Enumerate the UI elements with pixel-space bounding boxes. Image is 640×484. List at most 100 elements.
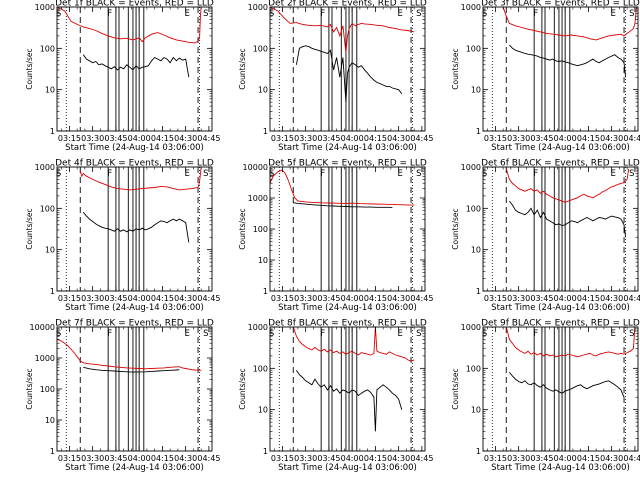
x-tick-label: 03:15	[58, 134, 81, 143]
x-tick-label: 03:30	[507, 134, 530, 143]
events-series-line	[82, 212, 190, 243]
y-tick-label: 1000	[35, 163, 55, 172]
x-tick-label: 03:30	[507, 294, 530, 303]
x-tick-label: 03:30	[81, 454, 104, 463]
mode-letter: S	[416, 329, 421, 339]
x-tick-label: 04:15	[151, 454, 174, 463]
mode-letter: S	[56, 169, 61, 179]
y-tick-label: 10	[45, 86, 55, 95]
y-tick-label: 100	[40, 385, 55, 394]
y-tick-label: 1000	[35, 354, 55, 363]
mode-letter: F	[533, 169, 538, 179]
axes-frame	[269, 326, 426, 452]
x-tick-label: 04:15	[151, 134, 174, 143]
events-series-line	[509, 200, 627, 238]
x-tick-label: 04:15	[364, 134, 387, 143]
y-tick-label: 1	[263, 287, 268, 296]
x-axis-label: Start Time (24-Aug-14 03:06:00)	[491, 143, 630, 153]
panel-1: Det 1f BLACK = Events, RED = LLD 1 10 100 10…	[25, 0, 220, 153]
x-tick-label: 03:30	[294, 134, 317, 143]
lld-series-line	[502, 7, 637, 41]
x-tick-label: 04:45	[410, 134, 433, 143]
panel-title: Det 6f BLACK = Events, RED = LLD	[481, 159, 640, 169]
x-tick-label: 03:45	[317, 134, 340, 143]
x-tick-label: 03:15	[58, 294, 81, 303]
lld-series-line	[270, 7, 415, 53]
x-axis-label: Start Time (24-Aug-14 03:06:00)	[65, 143, 204, 153]
x-tick-label: 04:30	[387, 294, 410, 303]
y-tick-label: 1000	[35, 3, 55, 12]
y-axis-label: Counts/sec	[238, 368, 247, 409]
mode-letter: E	[611, 9, 616, 19]
x-tick-label: 03:15	[271, 294, 294, 303]
y-axis-label: Counts/sec	[25, 368, 34, 409]
events-series-line	[296, 369, 403, 432]
mode-letter: F	[107, 9, 112, 19]
panel-8: Det 8f BLACK = Events, RED = LLD 1 10 100 10…	[238, 319, 433, 474]
x-tick-label: 03:15	[484, 134, 507, 143]
mode-letter: E	[398, 169, 403, 179]
y-tick-label: 100	[466, 204, 481, 213]
axes-frame	[56, 6, 213, 132]
x-tick-label: 04:00	[128, 454, 151, 463]
y-tick-label: 10000	[30, 323, 55, 332]
x-tick-label: 04:45	[623, 454, 640, 463]
x-axis-label: Start Time (24-Aug-14 03:06:00)	[278, 303, 417, 313]
x-tick-label: 03:45	[317, 454, 340, 463]
x-axis-label: Start Time (24-Aug-14 03:06:00)	[278, 143, 417, 153]
mode-letter: E	[185, 329, 190, 339]
y-tick-label: 10	[471, 406, 481, 415]
y-tick-label: 1	[263, 127, 268, 136]
x-tick-label: 04:30	[600, 134, 623, 143]
events-series-line	[293, 202, 393, 209]
x-tick-label: 03:30	[294, 294, 317, 303]
events-series-line	[509, 44, 627, 78]
x-tick-label: 04:15	[577, 454, 600, 463]
mode-letter: S	[203, 169, 208, 179]
y-axis-label: Counts/sec	[451, 368, 460, 409]
y-tick-label: 1	[50, 447, 55, 456]
panel-2: Det 2f BLACK = Events, RED = LLD 1 10 100 10…	[238, 0, 433, 153]
panel-title: Det 4f BLACK = Events, RED = LLD	[55, 159, 214, 169]
lld-series-line	[57, 7, 202, 44]
x-tick-label: 04:45	[197, 294, 220, 303]
lld-series-line	[505, 327, 636, 358]
x-tick-label: 04:00	[128, 294, 151, 303]
mode-letter: S	[629, 329, 634, 339]
y-axis-label: Counts/sec	[25, 48, 34, 89]
panel-title: Det 9f BLACK = Events, RED = LLD	[481, 319, 640, 329]
x-tick-label: 03:30	[81, 294, 104, 303]
mode-letter: F	[320, 9, 325, 19]
x-tick-label: 04:45	[410, 294, 433, 303]
x-tick-label: 04:00	[341, 454, 364, 463]
x-tick-label: 03:15	[58, 454, 81, 463]
axes-frame	[482, 326, 639, 452]
x-tick-label: 04:45	[623, 294, 640, 303]
x-tick-label: 03:45	[104, 454, 127, 463]
panel-title: Det 3f BLACK = Events, RED = LLD	[481, 0, 640, 9]
lld-series-line	[270, 169, 415, 206]
y-tick-label: 100	[253, 364, 268, 373]
x-tick-label: 04:00	[554, 134, 577, 143]
panel-title: Det 8f BLACK = Events, RED = LLD	[268, 319, 427, 329]
y-tick-label: 1	[263, 447, 268, 456]
x-tick-label: 04:45	[410, 454, 433, 463]
y-tick-label: 100	[466, 364, 481, 373]
x-tick-label: 04:00	[128, 134, 151, 143]
mode-letter: F	[107, 329, 112, 339]
lld-series-line	[505, 168, 630, 203]
x-tick-label: 03:15	[484, 454, 507, 463]
x-tick-label: 03:45	[530, 454, 553, 463]
x-tick-label: 03:45	[530, 134, 553, 143]
y-tick-label: 10	[258, 256, 268, 265]
axes-frame	[482, 166, 639, 292]
y-axis-label: Counts/sec	[238, 48, 247, 89]
panel-title: Det 5f BLACK = Events, RED = LLD	[268, 159, 427, 169]
x-tick-label: 04:00	[554, 454, 577, 463]
x-tick-label: 03:15	[271, 454, 294, 463]
y-tick-label: 10	[258, 86, 268, 95]
lld-series-line	[57, 338, 202, 371]
mode-letter: S	[56, 9, 61, 19]
